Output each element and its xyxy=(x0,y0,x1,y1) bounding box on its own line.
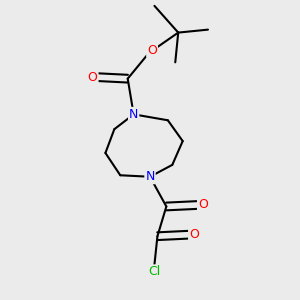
Text: Cl: Cl xyxy=(148,266,160,278)
Text: N: N xyxy=(145,170,155,183)
Text: O: O xyxy=(198,199,208,212)
Text: O: O xyxy=(88,71,98,84)
Text: O: O xyxy=(189,228,199,241)
Text: N: N xyxy=(129,108,138,121)
Text: O: O xyxy=(147,44,157,57)
